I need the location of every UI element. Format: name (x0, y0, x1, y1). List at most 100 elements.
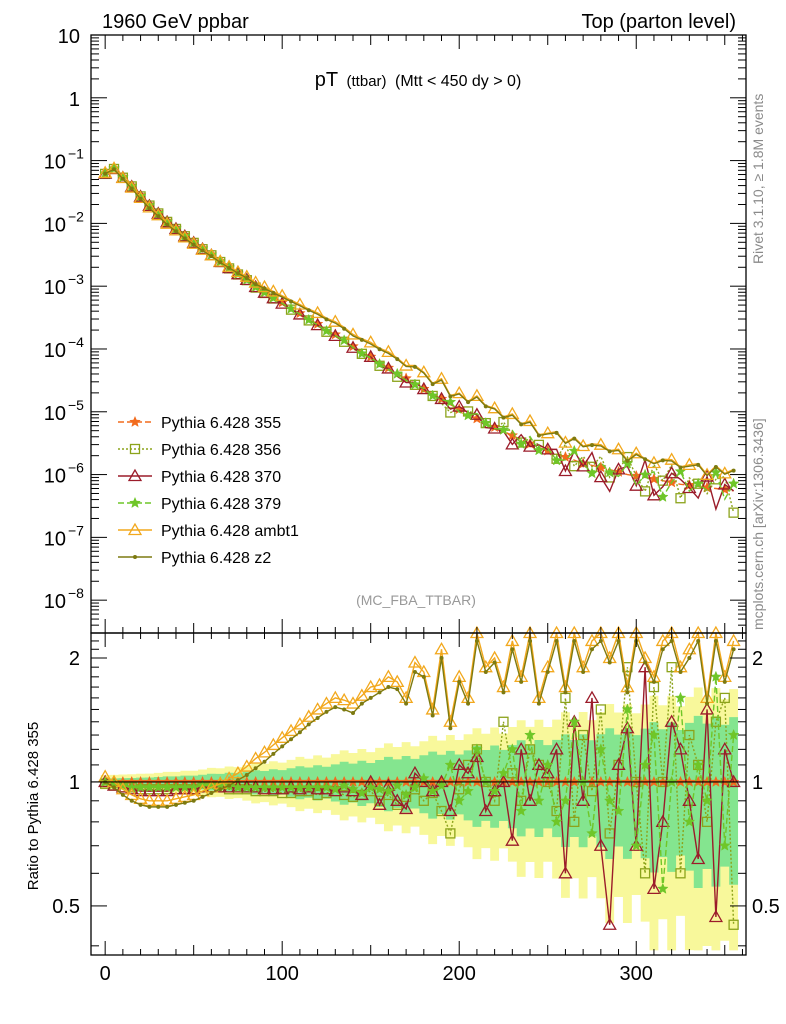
ratio-point (594, 743, 607, 755)
main-point (412, 364, 417, 369)
main-point (625, 458, 630, 463)
ratio-point (147, 804, 152, 809)
ratio-point (257, 745, 272, 758)
main-point (445, 407, 456, 418)
main-point (479, 416, 492, 429)
ratio-point (436, 805, 447, 817)
main-point (533, 444, 545, 456)
main-point (142, 200, 157, 213)
main-point (262, 286, 267, 291)
ratio-point (452, 757, 467, 771)
ratio-point (372, 677, 387, 691)
ratio-point (584, 690, 600, 704)
y-tick-exponent: −2 (68, 208, 84, 224)
legend-label: Pythia 6.428 356 (161, 442, 281, 459)
ratio-point (620, 720, 635, 734)
main-point (120, 176, 125, 181)
main-series-line (104, 167, 734, 476)
ratio-point (572, 638, 577, 643)
ratio-point (297, 730, 302, 735)
ratio-point (577, 729, 589, 741)
ratio-point (165, 804, 170, 809)
main-point (310, 317, 325, 331)
ratio-point (602, 917, 617, 930)
ratio-point (230, 765, 246, 779)
main-point (363, 335, 378, 348)
ratio-point (625, 690, 630, 695)
ratio-point (664, 714, 679, 727)
ratio-point (607, 660, 612, 665)
ratio-point (377, 690, 382, 695)
legend-entry: Pythia 6.428 370 (118, 468, 281, 486)
main-point (444, 395, 457, 408)
ratio-point (611, 757, 626, 771)
main-point (292, 307, 308, 320)
ratio-point (280, 744, 285, 749)
plot-title-main: pT (315, 69, 338, 91)
main-point (558, 463, 573, 477)
ratio-point (581, 669, 586, 674)
ratio-point (549, 742, 564, 755)
main-point (586, 467, 598, 479)
ratio-point (528, 638, 533, 643)
ratio-point (395, 687, 400, 692)
main-point (227, 265, 232, 270)
main-point (165, 222, 170, 227)
ratio-ylabel: Ratio to Pythia 6.428 355 (25, 722, 42, 890)
ratio-point (391, 779, 404, 791)
ratio-point (648, 728, 660, 741)
ratio-point (373, 783, 386, 795)
ratio-point (342, 707, 347, 712)
legend-entry: Pythia 6.428 355 (118, 415, 281, 432)
ratio-point (409, 781, 421, 793)
main-point (593, 437, 608, 450)
ratio-point (138, 802, 143, 807)
ratio-point (589, 647, 594, 652)
ratio-point (337, 692, 352, 706)
ratio-point (390, 674, 405, 688)
ratio-point (519, 679, 524, 684)
main-point (603, 466, 616, 478)
legend: Pythia 6.428 355 Pythia 6.428 356 Pythia 6… (118, 415, 299, 567)
main-point (550, 454, 563, 466)
main-point (345, 340, 361, 353)
legend-label: Pythia 6.428 370 (161, 469, 281, 486)
main-point (103, 171, 108, 176)
ratio-point (271, 751, 276, 756)
ratio-point (266, 781, 281, 795)
ratio-point (598, 638, 603, 643)
main-point (275, 296, 290, 309)
main-point (124, 180, 139, 193)
ratio-point (674, 691, 687, 703)
main-point (106, 161, 122, 174)
ratio-point (621, 703, 634, 715)
main-point (699, 469, 715, 482)
main-point (466, 400, 471, 405)
ratio-frame (90, 632, 747, 956)
ratio-point (488, 784, 501, 797)
ratio-point (434, 641, 449, 655)
main-point (253, 282, 258, 287)
ratio-point (478, 803, 493, 817)
ratio-point (536, 701, 541, 706)
ratio-point (522, 793, 538, 806)
ratio-point (253, 766, 258, 771)
ratio-point (726, 633, 741, 647)
ratio-point (682, 793, 697, 806)
ratio-point (244, 772, 249, 777)
ratio-point (505, 833, 520, 846)
main-point (173, 229, 178, 234)
main-point (554, 430, 559, 435)
main-point (324, 317, 329, 322)
main-point (699, 467, 715, 480)
main-point (664, 452, 679, 465)
ratio-point (646, 881, 662, 895)
ratio-point (595, 704, 606, 715)
ratio-point (462, 784, 474, 797)
ratio-point (497, 767, 510, 779)
ratio-point (457, 679, 462, 684)
main-point (717, 477, 732, 490)
ratio-point (558, 866, 573, 879)
y-tick-label: 10 (44, 528, 66, 550)
x-tick-label: 200 (443, 963, 476, 985)
